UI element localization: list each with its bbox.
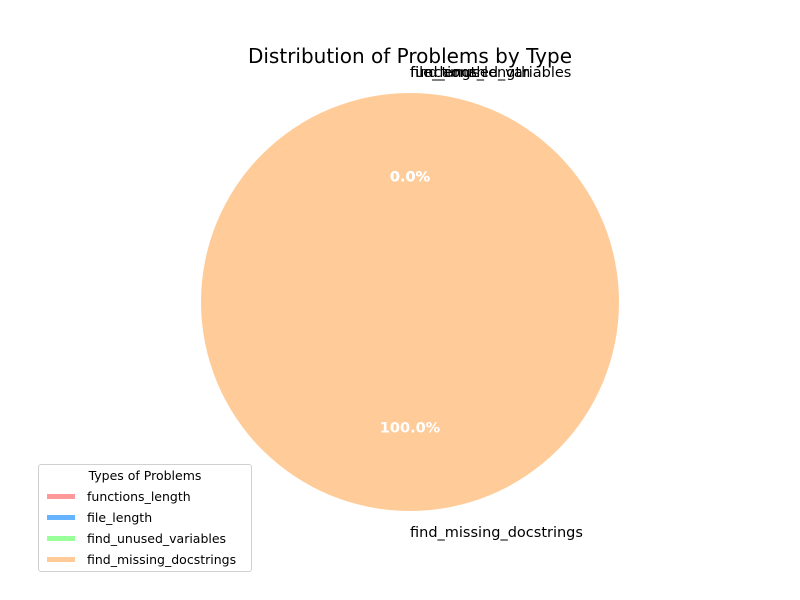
pie-labels: functions_length0.0%file_length0.0%find_… (380, 65, 583, 541)
slice-percent-label: 0.0% (390, 170, 431, 186)
legend-label: find_unused_variables (87, 531, 227, 546)
legend-item: find_missing_docstrings (47, 549, 243, 570)
legend-title: Types of Problems (88, 468, 202, 483)
legend: Types of Problems functions_length file_… (38, 464, 252, 572)
slice-percent-label: 0.0% (390, 170, 431, 186)
slice-label: find_missing_docstrings (410, 525, 583, 541)
pie-slice (201, 93, 619, 511)
legend-swatch (47, 494, 75, 499)
legend-label: file_length (87, 510, 153, 525)
slice-percent-label: 100.0% (380, 420, 441, 436)
legend-item: file_length (47, 507, 243, 528)
slice-label: file_length (410, 65, 486, 81)
legend-swatch (47, 536, 75, 541)
legend-swatch (47, 515, 75, 520)
legend-swatch (47, 557, 75, 562)
chart-title: Distribution of Problems by Type (248, 44, 572, 68)
legend-label: functions_length (87, 489, 191, 504)
legend-item: functions_length (47, 486, 243, 507)
pie-slices (201, 93, 619, 511)
slice-percent-label: 0.0% (390, 170, 431, 186)
legend-label: find_missing_docstrings (87, 552, 237, 567)
slice-label: functions_length (410, 65, 530, 81)
slice-label: find_unused_variables (410, 65, 571, 81)
legend-item: find_unused_variables (47, 528, 243, 549)
